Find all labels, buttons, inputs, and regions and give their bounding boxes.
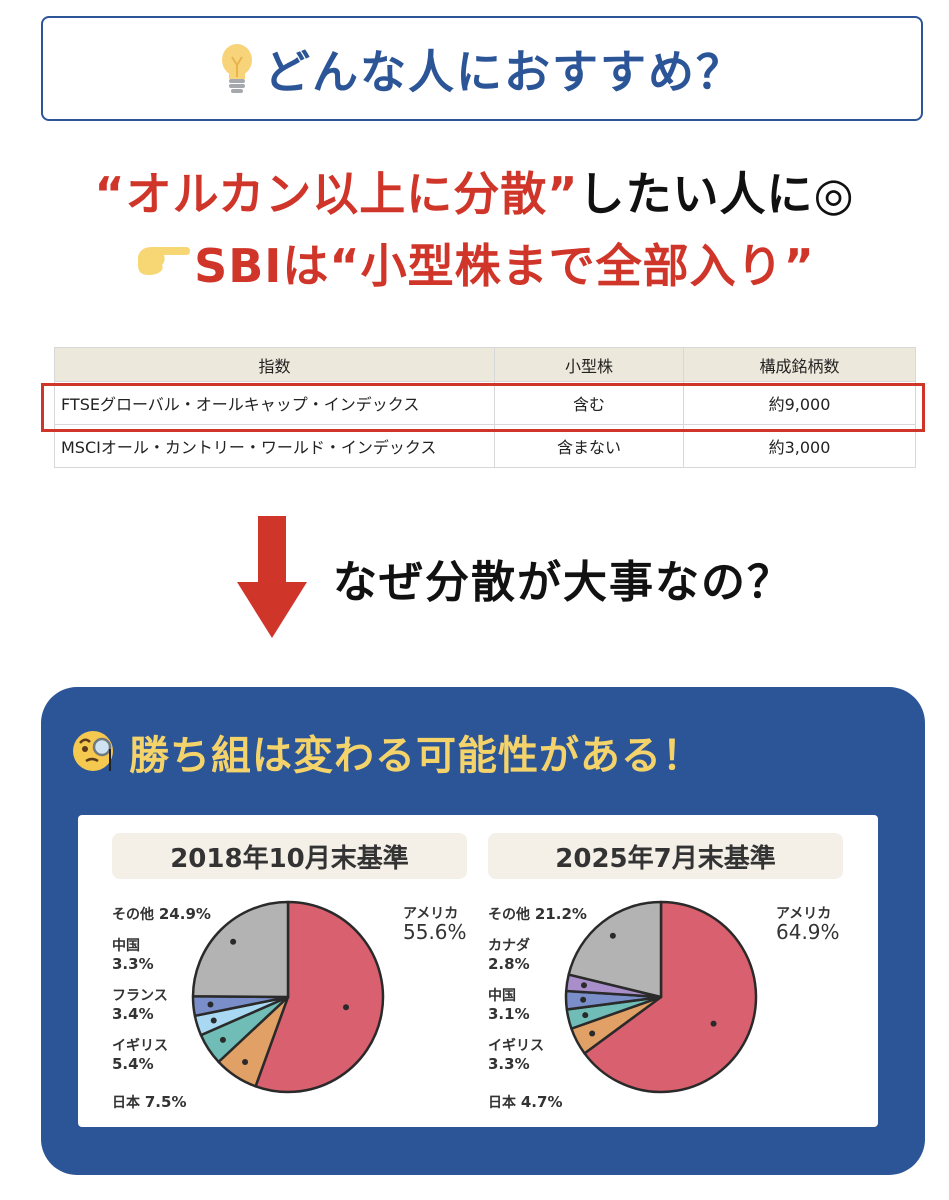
panel-title-text: 勝ち組は変わる可能性がある！ (129, 733, 703, 779)
title-banner: どんな人におすすめ？ (41, 16, 923, 121)
monocle-face-icon (71, 725, 121, 779)
label-usa: アメリカ 64.9% (776, 906, 840, 944)
headline-black-text: したい人に◎ (578, 167, 855, 221)
down-arrow-icon (237, 516, 307, 642)
pie-chart-2025: 2025年7月末基準 その他 21.2% カナダ 2.8% 中国 3.1% イギリス… (478, 815, 878, 1127)
title-text: どんな人におすすめ？ (264, 44, 744, 99)
table-header-row: 指数 小型株 構成銘柄数 (54, 347, 916, 382)
pie-chart-svg (191, 900, 385, 1094)
pointing-finger-icon (134, 236, 191, 290)
headline-line-2: SBIは“小型株まで全部入り” (0, 230, 949, 296)
header-small-cap: 小型株 (494, 347, 684, 382)
label-other: その他 21.2% (488, 905, 587, 923)
headline-line-1: “オルカン以上に分散”したい人に◎ (0, 158, 949, 224)
label-japan: 日本 4.7% (488, 1093, 563, 1111)
charts-card: 2018年10月末基準 その他 24.9% 中国 3.3% フランス 3.4% イギ… (78, 815, 878, 1127)
headline-sbi-text: SBIは“小型株まで全部入り” (194, 239, 815, 293)
pie-chart-2018: 2018年10月末基準 その他 24.9% 中国 3.3% フランス 3.4% イギ… (78, 815, 478, 1127)
label-canada: カナダ 2.8% (488, 938, 530, 973)
cell-small-cap: 含まない (494, 424, 684, 468)
headline-red-text: “オルカン以上に分散” (94, 167, 579, 221)
index-comparison-table: 指数 小型株 構成銘柄数 FTSEグローバル・オールキャップ・インデックス 含む… (54, 347, 916, 468)
cell-small-cap: 含む (494, 381, 684, 425)
label-china: 中国 3.1% (488, 988, 530, 1023)
pie-chart-svg (564, 900, 758, 1094)
chart-title: 2025年7月末基準 (488, 833, 843, 879)
cell-count: 約9,000 (683, 381, 916, 425)
header-index: 指数 (54, 347, 495, 382)
table-row: MSCIオール・カントリー・ワールド・インデックス 含まない 約3,000 (54, 424, 916, 468)
cell-index: FTSEグローバル・オールキャップ・インデックス (54, 381, 495, 425)
cell-index: MSCIオール・カントリー・ワールド・インデックス (54, 424, 495, 468)
lightbulb-icon (220, 43, 254, 95)
label-uk: イギリス 5.4% (112, 1038, 168, 1073)
winners-panel: 勝ち組は変わる可能性がある！ 2018年10月末基準 その他 24.9% 中国 3… (41, 687, 925, 1175)
table-row: FTSEグローバル・オールキャップ・インデックス 含む 約9,000 (54, 381, 916, 425)
label-uk: イギリス 3.3% (488, 1038, 544, 1073)
header-constituents: 構成銘柄数 (683, 347, 916, 382)
label-usa: アメリカ 55.6% (403, 906, 467, 944)
cell-count: 約3,000 (683, 424, 916, 468)
chart-title: 2018年10月末基準 (112, 833, 467, 879)
label-other: その他 24.9% (112, 905, 211, 923)
label-china: 中国 3.3% (112, 938, 154, 973)
panel-title: 勝ち組は変わる可能性がある！ (71, 723, 703, 781)
why-question: なぜ分散が大事なの？ (333, 557, 793, 608)
label-france: フランス 3.4% (112, 988, 168, 1023)
label-japan: 日本 7.5% (112, 1093, 187, 1111)
